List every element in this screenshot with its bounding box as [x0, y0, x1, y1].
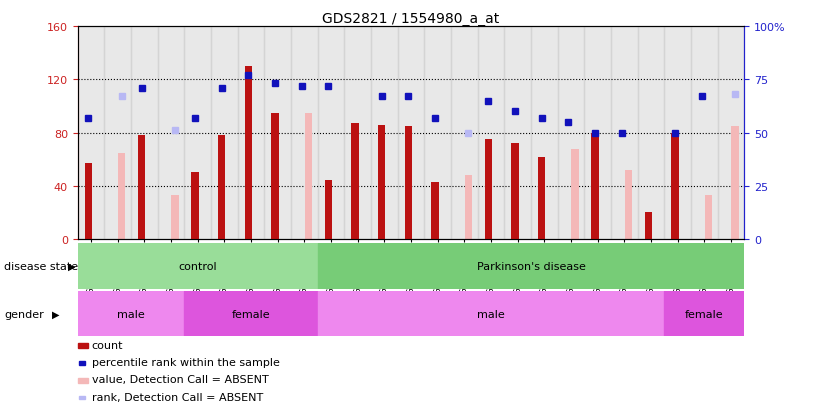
Bar: [317, 27, 344, 240]
Bar: [264, 27, 291, 240]
Bar: [371, 27, 398, 240]
Text: rank, Detection Call = ABSENT: rank, Detection Call = ABSENT: [92, 392, 263, 402]
Bar: [184, 291, 317, 337]
Text: percentile rank within the sample: percentile rank within the sample: [92, 357, 280, 367]
Text: Parkinson's disease: Parkinson's disease: [477, 261, 586, 271]
Bar: [672, 133, 679, 240]
Bar: [184, 27, 211, 240]
Text: control: control: [178, 261, 217, 271]
Bar: [431, 183, 438, 240]
Text: gender: gender: [4, 309, 44, 319]
Bar: [211, 27, 238, 240]
Text: male: male: [117, 309, 145, 319]
Bar: [478, 27, 505, 240]
Bar: [511, 144, 519, 240]
Bar: [425, 27, 451, 240]
Bar: [84, 164, 92, 240]
Bar: [664, 27, 691, 240]
Bar: [317, 244, 744, 289]
Bar: [105, 27, 131, 240]
Bar: [238, 27, 264, 240]
Bar: [344, 27, 371, 240]
Bar: [451, 27, 478, 240]
Bar: [291, 27, 317, 240]
Bar: [591, 133, 599, 240]
Bar: [325, 181, 332, 240]
Bar: [131, 27, 158, 240]
Bar: [317, 291, 664, 337]
Text: ▶: ▶: [68, 261, 75, 271]
Text: female: female: [231, 309, 271, 319]
Bar: [78, 27, 105, 240]
Bar: [405, 126, 412, 240]
Text: value, Detection Call = ABSENT: value, Detection Call = ABSENT: [92, 375, 268, 385]
Bar: [465, 176, 472, 240]
Bar: [645, 213, 652, 240]
Bar: [558, 27, 584, 240]
Bar: [638, 27, 664, 240]
Bar: [78, 291, 184, 337]
Title: GDS2821 / 1554980_a_at: GDS2821 / 1554980_a_at: [322, 12, 500, 26]
Bar: [158, 27, 184, 240]
Text: count: count: [92, 340, 124, 350]
Bar: [731, 126, 739, 240]
Bar: [611, 27, 638, 240]
Bar: [78, 244, 317, 289]
Bar: [531, 27, 558, 240]
Bar: [538, 157, 546, 240]
Bar: [571, 149, 579, 240]
Bar: [584, 27, 611, 240]
Bar: [351, 124, 359, 240]
Bar: [191, 173, 199, 240]
Bar: [664, 291, 744, 337]
Text: ▶: ▶: [52, 309, 59, 319]
Bar: [398, 27, 425, 240]
Bar: [484, 140, 492, 240]
Bar: [138, 136, 146, 240]
Bar: [691, 27, 717, 240]
Text: disease state: disease state: [4, 261, 79, 271]
Bar: [218, 136, 226, 240]
Bar: [304, 113, 312, 240]
Bar: [378, 125, 385, 240]
Text: female: female: [685, 309, 724, 319]
Bar: [171, 196, 179, 240]
Bar: [245, 67, 252, 240]
Bar: [118, 153, 125, 240]
Bar: [505, 27, 531, 240]
Bar: [625, 171, 632, 240]
Bar: [704, 196, 712, 240]
Bar: [717, 27, 744, 240]
Text: male: male: [477, 309, 505, 319]
Bar: [272, 113, 279, 240]
